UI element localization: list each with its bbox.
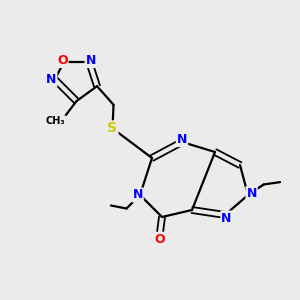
Text: N: N	[132, 188, 143, 202]
Text: N: N	[221, 212, 232, 224]
Text: CH₃: CH₃	[46, 116, 65, 126]
Text: S: S	[107, 122, 118, 135]
Text: N: N	[85, 54, 96, 67]
Text: N: N	[246, 187, 257, 200]
Text: N: N	[46, 73, 56, 86]
Text: O: O	[57, 54, 68, 67]
Text: O: O	[154, 233, 165, 246]
Text: N: N	[177, 133, 187, 146]
